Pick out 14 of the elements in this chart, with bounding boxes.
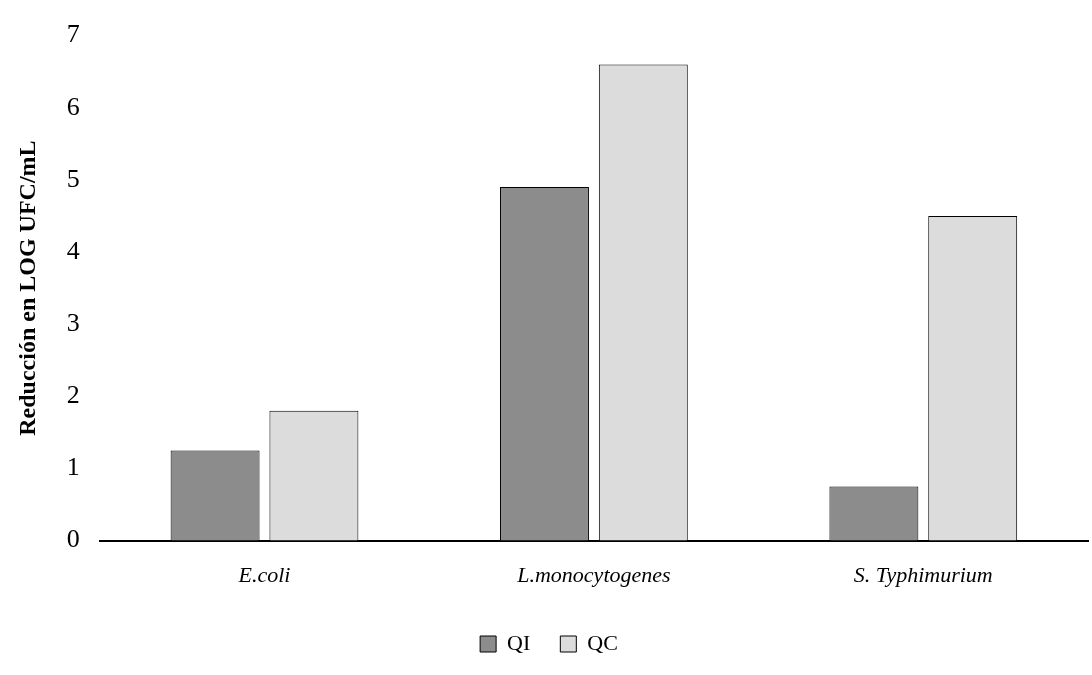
y-tick-label: 5	[66, 163, 80, 193]
legend-label: QI	[507, 629, 531, 655]
y-axis-title: Reducción en LOG UFC/mL	[13, 140, 40, 436]
y-tick-label: 1	[66, 452, 80, 482]
y-tick-label: 3	[66, 308, 80, 337]
x-tick-label: S. Typhimurium	[853, 561, 993, 587]
y-tick-label: 7	[66, 19, 80, 49]
x-tick-label: E.coli	[237, 561, 291, 587]
y-tick-label: 6	[66, 91, 80, 121]
y-tick-label: 0	[66, 524, 80, 554]
legend-label: QC	[587, 629, 618, 655]
y-tick-label: 2	[66, 380, 80, 410]
x-tick-label: L.monocytogenes	[516, 561, 671, 587]
y-tick-label: 4	[66, 235, 80, 265]
